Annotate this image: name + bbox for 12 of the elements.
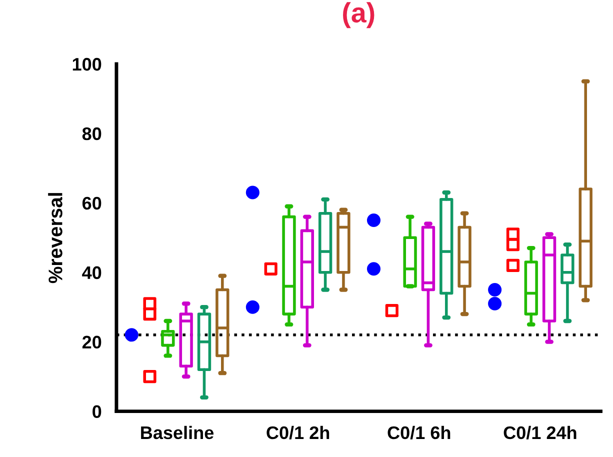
x-tick-label: C0/1 2h bbox=[266, 426, 330, 440]
x-tick-label: C0/1 6h bbox=[388, 426, 450, 440]
chart-title: (a) bbox=[343, 2, 374, 28]
y-tick-label: 40 bbox=[82, 266, 102, 280]
x-tick-label: Baseline bbox=[141, 426, 214, 440]
y-tick-label: 100 bbox=[72, 58, 102, 71]
y-tick-label: 60 bbox=[82, 196, 102, 210]
y-tick-label: 80 bbox=[82, 127, 102, 140]
y-axis-title: %reversal bbox=[48, 193, 62, 284]
y-tick-label: 0 bbox=[92, 405, 102, 418]
y-tick-label: 20 bbox=[82, 336, 102, 349]
x-tick-label: C0/1 24h bbox=[504, 426, 576, 440]
